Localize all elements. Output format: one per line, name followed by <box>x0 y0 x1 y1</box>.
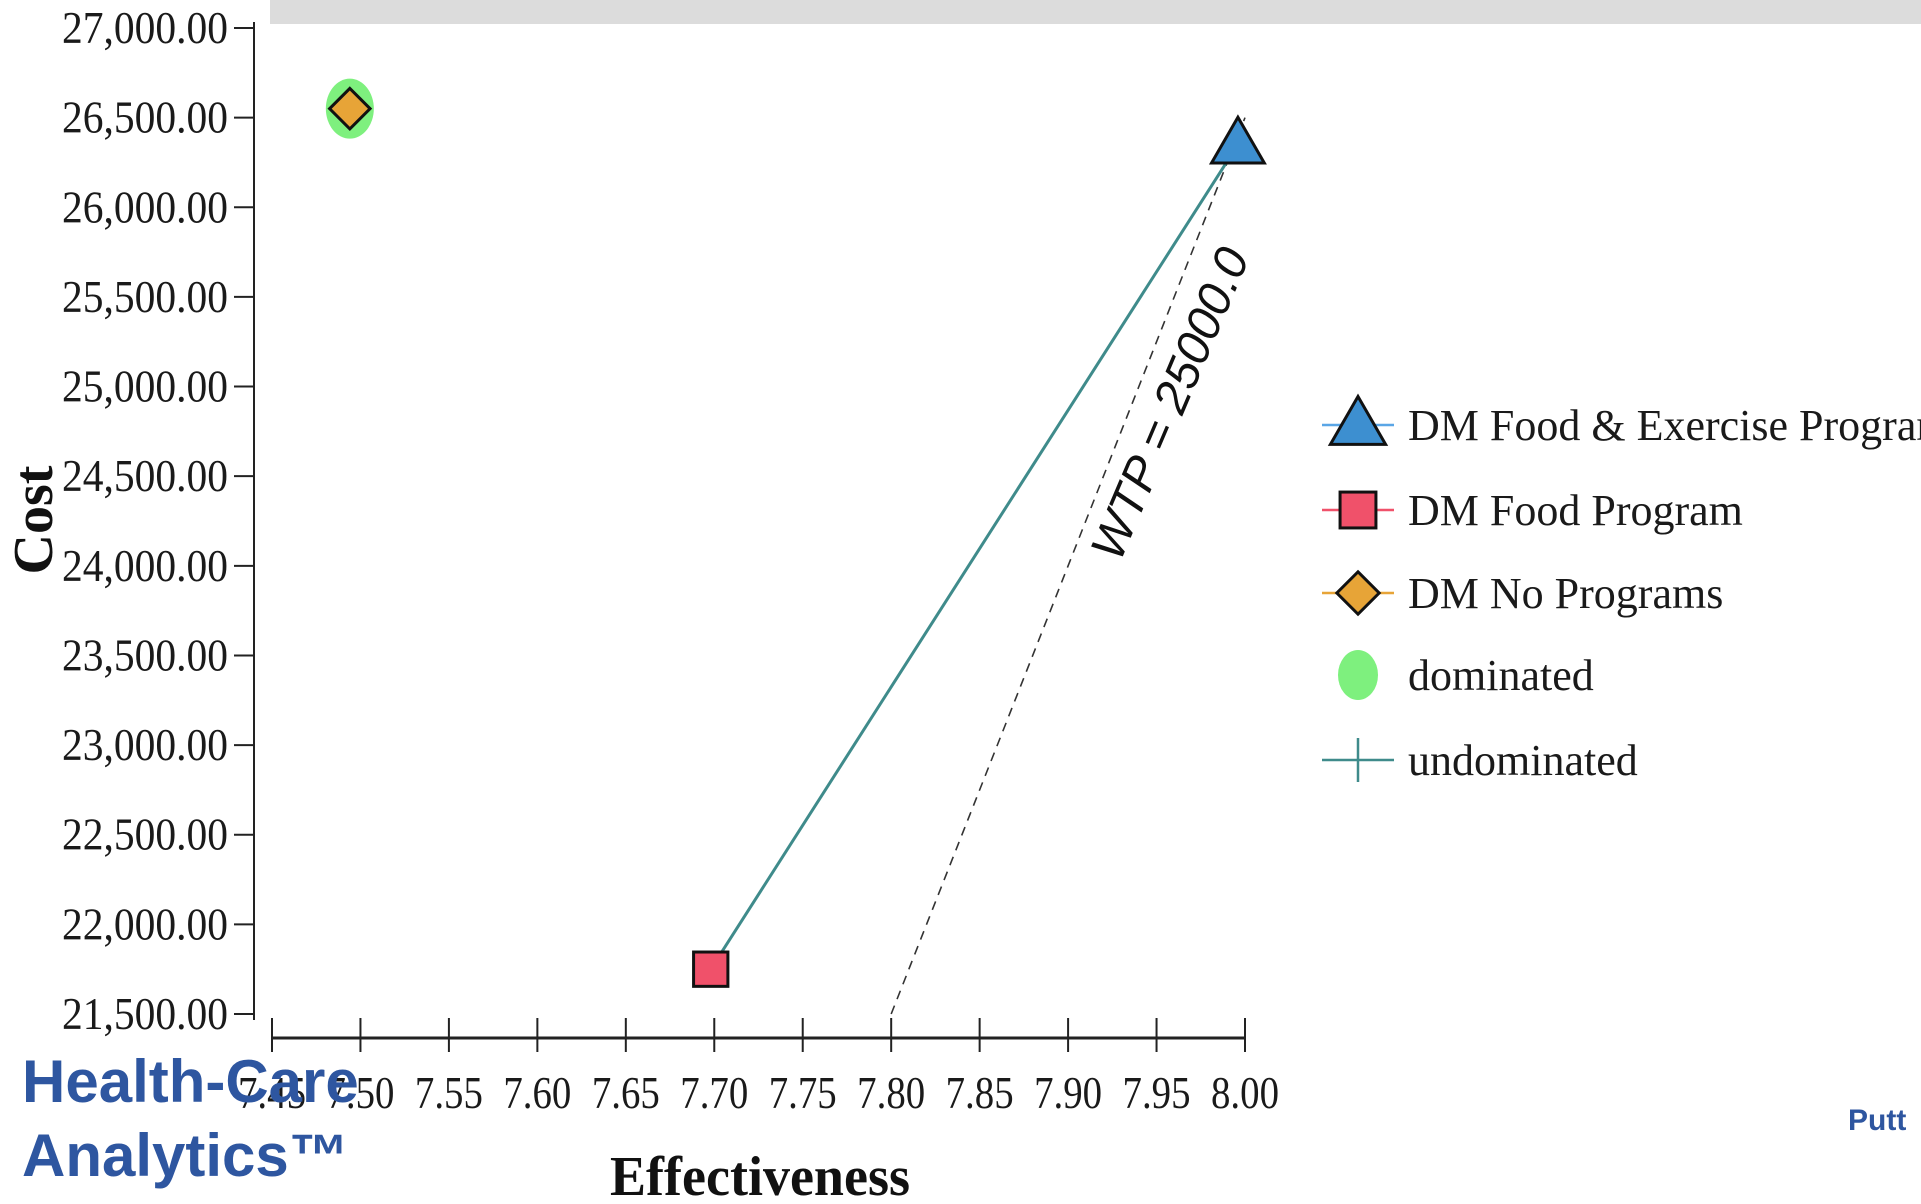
legend: DM Food & Exercise Programs DM Food Progr… <box>1322 393 1921 785</box>
y-tick-label: 26,000.00 <box>62 182 228 232</box>
legend-label-undominated: undominated <box>1408 736 1638 785</box>
point-diamond <box>327 86 373 132</box>
x-tick-label: 7.70 <box>680 1068 748 1118</box>
wtp-label: WTP = 25000.0 <box>1081 240 1260 568</box>
x-tick-label: 7.90 <box>1034 1068 1102 1118</box>
point-square <box>692 950 730 988</box>
x-tick-label: 8.00 <box>1211 1068 1279 1118</box>
undominated-frontier <box>709 143 1240 970</box>
y-axis-title: Cost <box>3 465 65 574</box>
legend-label: DM No Programs <box>1408 569 1723 618</box>
y-tick-label: 26,500.00 <box>62 93 228 143</box>
y-tick-label: 23,500.00 <box>62 630 228 680</box>
x-tick-label: 7.80 <box>857 1068 925 1118</box>
y-tick-label: 25,000.00 <box>62 362 228 412</box>
brand-line-1: Health-Care <box>22 1048 359 1115</box>
undominated-frontier-line <box>709 143 1240 970</box>
legend-marker-diamond <box>1334 569 1382 617</box>
axes: 27,000.00 26,500.00 26,000.00 25,500.00 25,0… <box>62 3 1279 1118</box>
x-tick-label: 7.60 <box>503 1068 571 1118</box>
wtp-line-group: WTP = 25000.0 <box>890 117 1260 1015</box>
y-tick-label: 22,500.00 <box>62 810 228 860</box>
brand-logo-text: Health-Care Analytics™ <box>22 1045 359 1193</box>
y-tick-label: 24,500.00 <box>62 451 228 501</box>
legend-marker-triangle <box>1327 393 1389 446</box>
x-tick-label: 7.75 <box>769 1068 837 1118</box>
wtp-line <box>890 117 1246 1015</box>
data-points <box>325 78 1267 988</box>
x-tick-label: 7.95 <box>1123 1068 1191 1118</box>
legend-marker-dominated <box>1338 650 1378 700</box>
y-tick-label: 25,500.00 <box>62 272 228 322</box>
x-tick-label: 7.65 <box>592 1068 660 1118</box>
x-tick-label: 7.85 <box>946 1068 1014 1118</box>
y-tick-label: 23,000.00 <box>62 720 228 770</box>
footer-cutoff-text: Putt <box>1848 1104 1907 1137</box>
legend-label: DM Food & Exercise Programs <box>1408 401 1921 450</box>
legend-label-dominated: dominated <box>1408 651 1594 700</box>
y-tick-label: 24,000.00 <box>62 541 228 591</box>
x-tick-label: 7.55 <box>415 1068 483 1118</box>
x-axis-title: Effectiveness <box>610 1146 910 1204</box>
point-triangle <box>1208 114 1267 165</box>
brand-line-2: Analytics™ <box>22 1122 349 1189</box>
x-tick-label: 7.50 <box>326 1068 394 1118</box>
legend-marker-square <box>1338 490 1378 530</box>
y-tick-label: 22,000.00 <box>62 899 228 949</box>
legend-label: DM Food Program <box>1408 486 1743 535</box>
x-tick-label: 7.45 <box>238 1068 306 1118</box>
y-tick-label: 21,500.00 <box>62 989 228 1039</box>
top-gray-band <box>270 0 1921 24</box>
y-tick-label: 27,000.00 <box>62 3 228 53</box>
